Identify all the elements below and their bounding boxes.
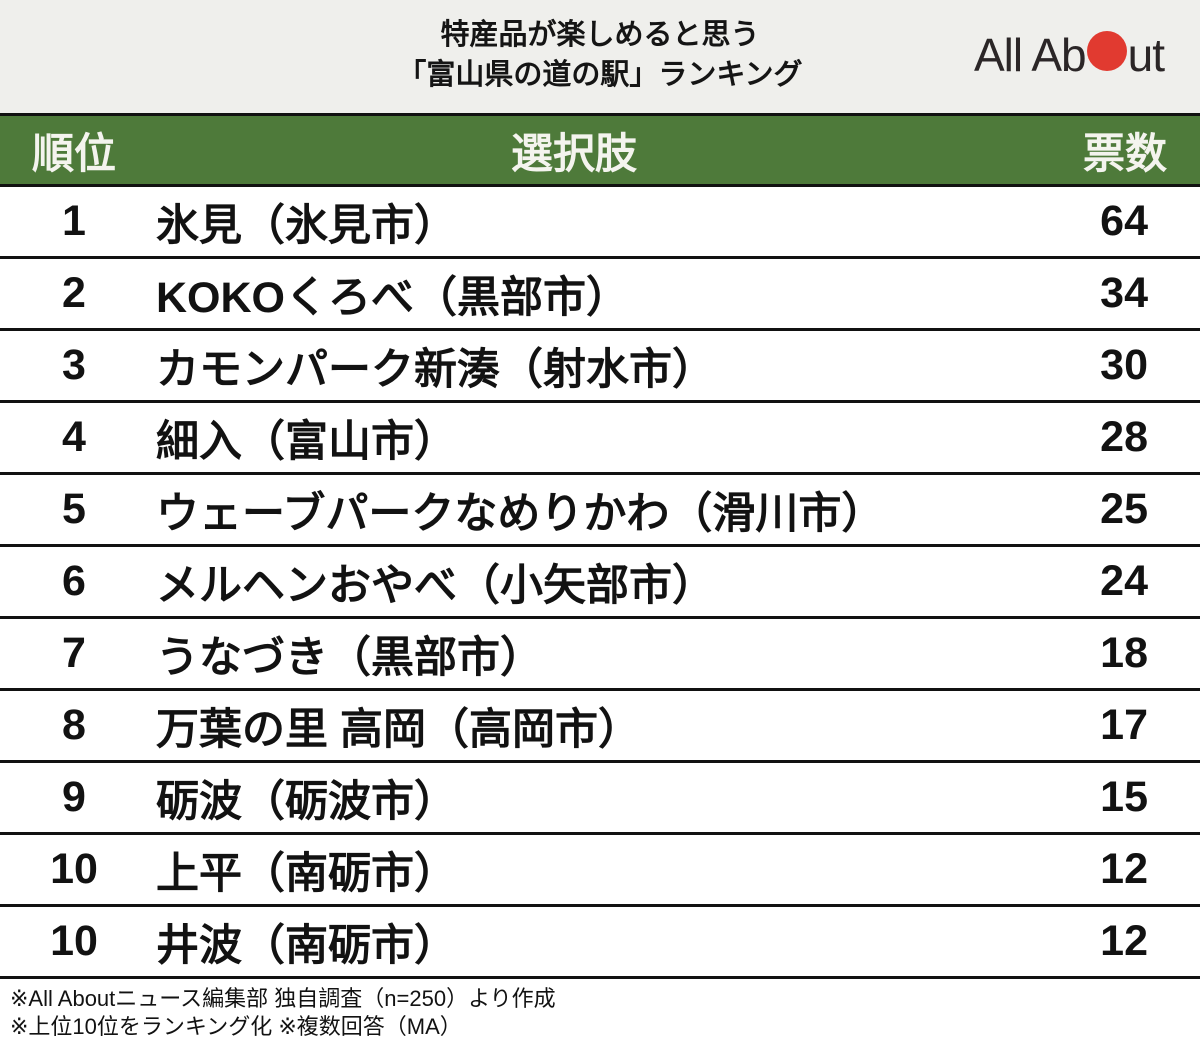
table-row: 10 上平（南砺市） 12 <box>0 835 1200 907</box>
rank-cell: 6 <box>62 557 86 605</box>
table-row: 8 万葉の里 高岡（高岡市） 17 <box>0 691 1200 763</box>
table-row: 6 メルヘンおやべ（小矢部市） 24 <box>0 547 1200 619</box>
rank-cell: 7 <box>62 629 86 677</box>
votes-cell: 28 <box>1100 413 1148 461</box>
table-row: 10 井波（南砺市） 12 <box>0 907 1200 979</box>
footer-note-1: ※All Aboutニュース編集部 独自調査（n=250）より作成 <box>10 986 556 1011</box>
logo-text-right: ut <box>1127 29 1165 81</box>
choice-cell: 砺波（砺波市） <box>156 777 457 826</box>
allabout-logo: All Ab ut <box>973 28 1165 82</box>
votes-cell: 15 <box>1100 773 1148 821</box>
column-header-choice: 選択肢 <box>510 129 637 177</box>
table-row: 2 KOKOくろべ（黒部市） 34 <box>0 259 1200 331</box>
choice-cell: 細入（富山市） <box>156 417 457 466</box>
rank-cell: 10 <box>50 917 98 965</box>
rank-cell: 4 <box>62 413 86 461</box>
choice-cell: メルヘンおやべ（小矢部市） <box>156 561 715 610</box>
votes-cell: 34 <box>1100 269 1148 317</box>
table-row: 1 氷見（氷見市） 64 <box>0 187 1200 259</box>
rank-cell: 8 <box>62 701 86 749</box>
table-row: 7 うなづき（黒部市） 18 <box>0 619 1200 691</box>
footer-notes: ※All Aboutニュース編集部 独自調査（n=250）より作成 ※上位10位… <box>0 979 1200 1041</box>
ranking-table: 順位 選択肢 票数 1 氷見（氷見市） 64 2 KOKOくろべ（黒部市） 34 3 カモンパ… <box>0 113 1200 979</box>
votes-cell: 25 <box>1100 485 1148 533</box>
table-row: 3 カモンパーク新湊（射水市） 30 <box>0 331 1200 403</box>
votes-cell: 17 <box>1100 701 1148 749</box>
choice-cell: カモンパーク新湊（射水市） <box>156 345 715 394</box>
table-row: 4 細入（富山市） 28 <box>0 403 1200 475</box>
choice-cell: ウェーブパークなめりかわ（滑川市） <box>156 489 885 538</box>
votes-cell: 30 <box>1100 341 1148 389</box>
column-header-votes: 票数 <box>1082 129 1167 177</box>
page-title-line1: 特産品が楽しめると思う <box>440 19 760 51</box>
rank-cell: 5 <box>62 485 86 533</box>
rank-cell: 10 <box>50 845 98 893</box>
table-row: 9 砺波（砺波市） 15 <box>0 763 1200 835</box>
footer-note-2: ※上位10位をランキング化 ※複数回答（MA） <box>10 1014 462 1039</box>
votes-cell: 64 <box>1100 197 1148 245</box>
table-header-row: 順位 選択肢 票数 <box>0 113 1200 187</box>
choice-cell: 氷見（氷見市） <box>156 201 457 250</box>
header: 特産品が楽しめると思う 「富山県の道の駅」ランキング All Ab ut <box>0 0 1200 113</box>
votes-cell: 12 <box>1100 845 1148 893</box>
choice-cell: KOKOくろべ（黒部市） <box>156 273 629 322</box>
votes-cell: 24 <box>1100 557 1148 605</box>
choice-cell: うなづき（黒部市） <box>156 633 543 682</box>
page-title-line2: 「富山県の道の駅」ランキング <box>397 59 803 91</box>
table-row: 5 ウェーブパークなめりかわ（滑川市） 25 <box>0 475 1200 547</box>
column-header-rank: 順位 <box>31 129 116 177</box>
rank-cell: 3 <box>62 341 86 389</box>
rank-cell: 9 <box>62 773 86 821</box>
rank-cell: 1 <box>62 197 86 245</box>
logo-red-circle-icon <box>1086 31 1127 71</box>
votes-cell: 12 <box>1100 917 1148 965</box>
ranking-rows: 1 氷見（氷見市） 64 2 KOKOくろべ（黒部市） 34 3 カモンパーク新湊（射水市） 3… <box>0 187 1200 979</box>
logo-text-left: All Ab <box>973 29 1087 81</box>
choice-cell: 井波（南砺市） <box>156 921 457 970</box>
rank-cell: 2 <box>62 269 86 317</box>
page-title: 特産品が楽しめると思う 「富山県の道の駅」ランキング <box>0 0 1200 95</box>
votes-cell: 18 <box>1100 629 1148 677</box>
choice-cell: 上平（南砺市） <box>156 849 457 898</box>
choice-cell: 万葉の里 高岡（高岡市） <box>156 705 641 754</box>
